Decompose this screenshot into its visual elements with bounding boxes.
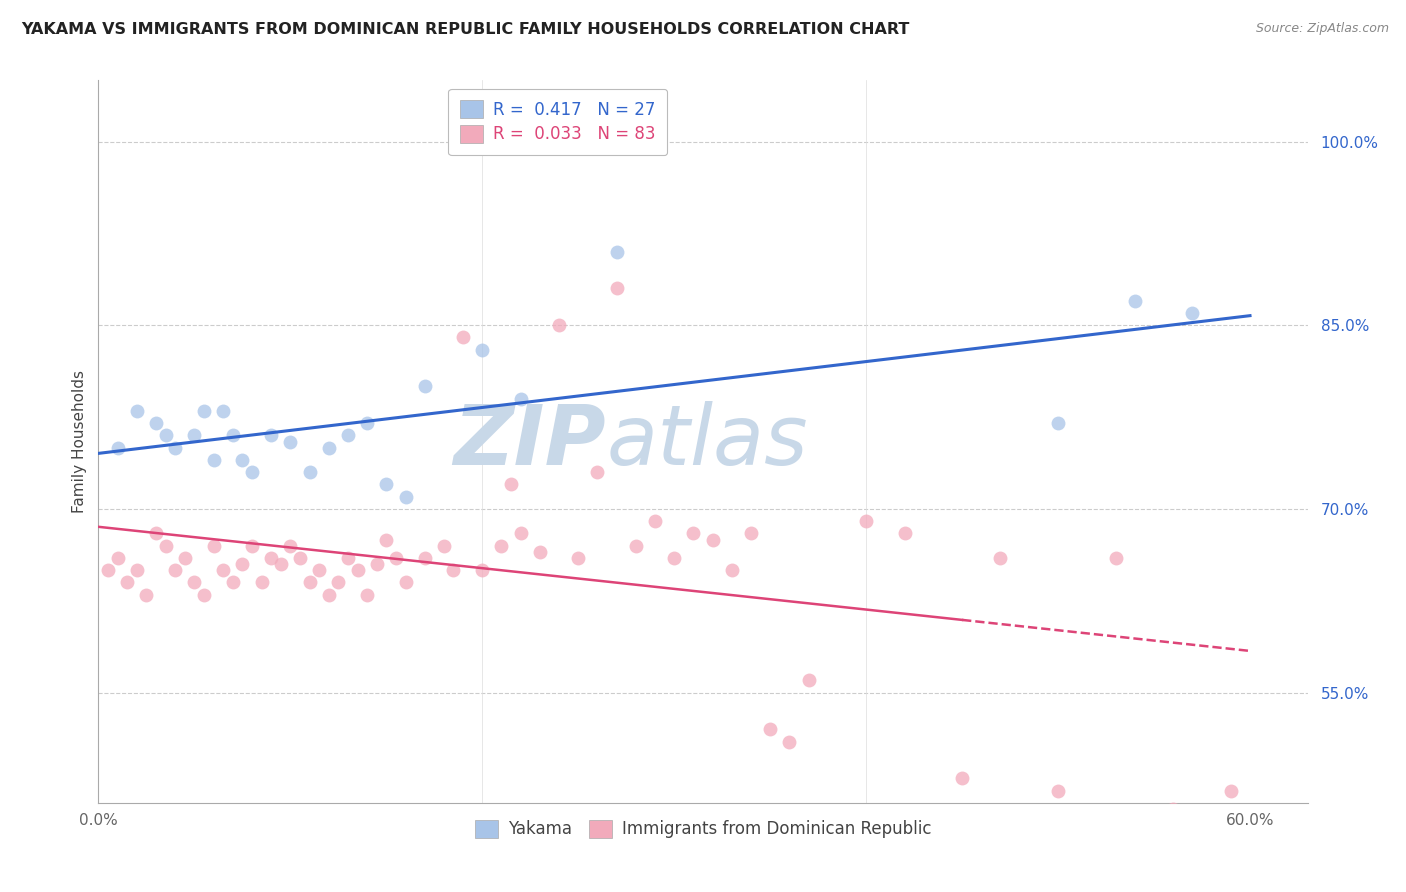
Point	[413, 379, 436, 393]
Point	[145, 416, 167, 430]
Point	[366, 557, 388, 571]
Point	[664, 550, 686, 565]
Point	[1123, 293, 1146, 308]
Point	[240, 465, 263, 479]
Point	[720, 563, 742, 577]
Point	[451, 330, 474, 344]
Point	[231, 557, 253, 571]
Point	[231, 453, 253, 467]
Point	[97, 563, 120, 577]
Point	[759, 723, 782, 737]
Point	[240, 539, 263, 553]
Point	[385, 550, 408, 565]
Point	[183, 575, 205, 590]
Point	[509, 392, 531, 406]
Point	[1104, 550, 1126, 565]
Point	[125, 563, 148, 577]
Point	[260, 428, 283, 442]
Point	[173, 550, 195, 565]
Point	[356, 588, 378, 602]
Point	[346, 563, 368, 577]
Point	[950, 772, 973, 786]
Point	[107, 550, 129, 565]
Point	[336, 550, 359, 565]
Point	[1161, 802, 1184, 816]
Point	[356, 416, 378, 430]
Point	[328, 575, 350, 590]
Point	[288, 550, 311, 565]
Point	[606, 281, 628, 295]
Point	[183, 428, 205, 442]
Point	[471, 343, 494, 357]
Point	[165, 441, 187, 455]
Point	[893, 526, 915, 541]
Point	[778, 734, 800, 748]
Text: YAKAMA VS IMMIGRANTS FROM DOMINICAN REPUBLIC FAMILY HOUSEHOLDS CORRELATION CHART: YAKAMA VS IMMIGRANTS FROM DOMINICAN REPU…	[21, 22, 910, 37]
Point	[193, 404, 215, 418]
Point	[394, 575, 416, 590]
Point	[1047, 783, 1070, 797]
Point	[702, 533, 724, 547]
Point	[212, 563, 235, 577]
Point	[193, 588, 215, 602]
Point	[280, 434, 302, 449]
Point	[222, 575, 245, 590]
Point	[797, 673, 820, 688]
Point	[413, 550, 436, 565]
Point	[1181, 306, 1204, 320]
Point	[644, 514, 666, 528]
Point	[567, 550, 589, 565]
Point	[394, 490, 416, 504]
Point	[336, 428, 359, 442]
Text: Source: ZipAtlas.com: Source: ZipAtlas.com	[1256, 22, 1389, 36]
Point	[606, 244, 628, 259]
Point	[280, 539, 302, 553]
Point	[471, 563, 494, 577]
Point	[491, 539, 513, 553]
Point	[855, 514, 877, 528]
Point	[298, 575, 321, 590]
Point	[1047, 416, 1070, 430]
Point	[433, 539, 456, 553]
Point	[529, 545, 551, 559]
Y-axis label: Family Households: Family Households	[72, 370, 87, 513]
Point	[212, 404, 235, 418]
Point	[155, 428, 177, 442]
Point	[202, 453, 225, 467]
Point	[375, 533, 398, 547]
Point	[135, 588, 157, 602]
Point	[509, 526, 531, 541]
Point	[375, 477, 398, 491]
Point	[165, 563, 187, 577]
Point	[202, 539, 225, 553]
Point	[145, 526, 167, 541]
Point	[115, 575, 138, 590]
Point	[155, 539, 177, 553]
Point	[990, 550, 1012, 565]
Point	[298, 465, 321, 479]
Point	[222, 428, 245, 442]
Point	[318, 441, 340, 455]
Text: ZIP: ZIP	[454, 401, 606, 482]
Point	[107, 441, 129, 455]
Point	[250, 575, 273, 590]
Point	[624, 539, 647, 553]
Point	[125, 404, 148, 418]
Point	[586, 465, 609, 479]
Point	[308, 563, 330, 577]
Text: atlas: atlas	[606, 401, 808, 482]
Point	[499, 477, 522, 491]
Point	[740, 526, 762, 541]
Point	[318, 588, 340, 602]
Point	[260, 550, 283, 565]
Point	[443, 563, 465, 577]
Point	[682, 526, 704, 541]
Point	[548, 318, 571, 333]
Legend: Yakama, Immigrants from Dominican Republic: Yakama, Immigrants from Dominican Republ…	[468, 813, 938, 845]
Point	[270, 557, 292, 571]
Point	[1219, 783, 1241, 797]
